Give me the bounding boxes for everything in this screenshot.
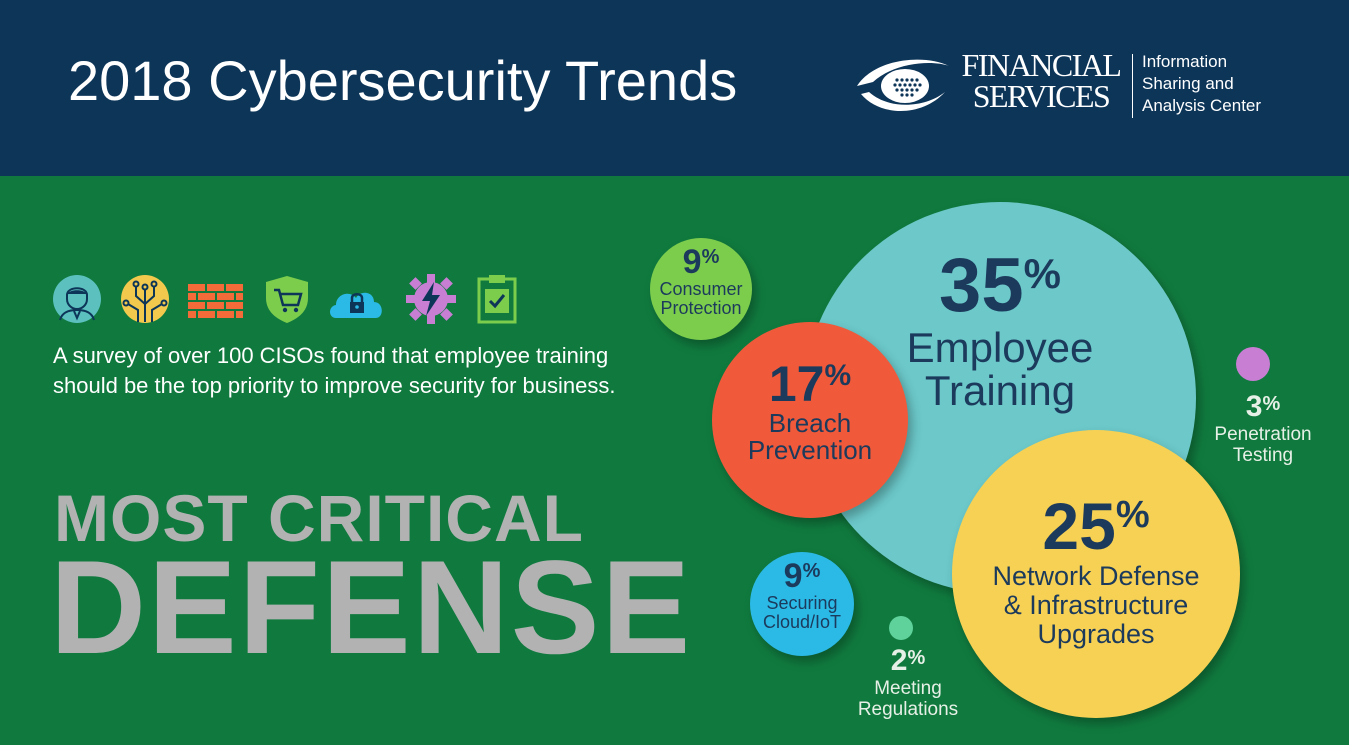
label-employee-training-1: Employee <box>906 324 1094 371</box>
logo-sub-line-3: Analysis Center <box>1142 96 1262 115</box>
label-securing-cloud-1: Securing <box>766 593 838 613</box>
label-breach-prevention-2: Prevention <box>747 435 873 465</box>
intro-text: A survey of over 100 CISOs found that em… <box>53 343 616 398</box>
pct-network-defense: % <box>1115 494 1150 536</box>
penetration-testing-group: 3% Penetration Testing <box>1200 390 1326 466</box>
pct-securing-cloud: % <box>802 560 821 582</box>
label-penetration-testing-1: Penetration <box>1214 424 1312 445</box>
logo-sub-line-2: Sharing and <box>1142 74 1234 93</box>
label-network-defense-2: & Infrastructure <box>1003 590 1189 620</box>
value-penetration-testing: 3 <box>1245 390 1263 423</box>
logo-sub-line-1: Information <box>1142 52 1228 71</box>
headline-line-2: DEFENSE <box>50 534 693 682</box>
clipboard-check-icon <box>477 275 517 324</box>
logo-line-2: SERVICES <box>972 78 1111 114</box>
value-securing-cloud: 9 <box>783 557 803 595</box>
logo-divider <box>1132 54 1133 118</box>
value-network-defense: 25 <box>1042 489 1116 563</box>
label-consumer-protection-2: Protection <box>660 298 742 318</box>
pct-meeting-regulations: % <box>907 647 926 669</box>
label-employee-training-2: Training <box>924 367 1076 414</box>
label-breach-prevention-1: Breach <box>768 408 852 438</box>
circuit-icon <box>121 275 169 323</box>
label-meeting-regulations-1: Meeting <box>874 678 942 699</box>
label-penetration-testing-2: Testing <box>1232 445 1294 466</box>
bubble-breach-prevention: 17% Breach Prevention <box>712 322 908 518</box>
pct-consumer-protection: % <box>701 246 720 268</box>
headline-line-1: MOST CRITICAL <box>54 481 584 555</box>
label-network-defense-1: Network Defense <box>992 561 1200 591</box>
dot-penetration-testing <box>1236 347 1270 381</box>
header-banner <box>0 0 1349 176</box>
person-icon <box>53 275 101 323</box>
value-consumer-protection: 9 <box>682 243 702 281</box>
meeting-regulations-group: 2% Meeting Regulations <box>840 644 976 720</box>
label-meeting-regulations-2: Regulations <box>857 699 959 720</box>
brick-wall-icon <box>188 284 243 318</box>
label-consumer-protection-1: Consumer <box>659 279 743 299</box>
bubble-network-defense: 25% Network Defense & Infrastructure Upg… <box>952 430 1240 718</box>
gear-lightning-icon <box>406 274 456 324</box>
fs-isac-logo: FINANCIAL SERVICES Information Sharing a… <box>855 47 1285 125</box>
shield-cart-icon <box>266 276 308 323</box>
value-meeting-regulations: 2 <box>890 644 908 677</box>
logo-line-1: FINANCIAL <box>961 47 1122 83</box>
label-securing-cloud-2: Cloud/IoT <box>762 612 842 632</box>
pct-breach-prevention: % <box>824 359 852 392</box>
logo-wordmark: FINANCIAL SERVICES <box>951 47 1131 114</box>
value-breach-prevention: 17 <box>768 356 825 412</box>
label-network-defense-3: Upgrades <box>1037 619 1155 649</box>
value-employee-training: 35 <box>939 243 1024 328</box>
dot-meeting-regulations <box>889 616 913 640</box>
bubble-consumer-protection: 9% Consumer Protection <box>650 238 752 340</box>
page-title: 2018 Cybersecurity Trends <box>68 49 738 112</box>
cloud-lock-icon <box>330 292 382 318</box>
eye-logo-icon <box>857 59 949 111</box>
pct-penetration-testing: % <box>1262 393 1281 415</box>
logo-subtitle: Information Sharing and Analysis Center <box>1142 51 1292 117</box>
bubble-securing-cloud: 9% Securing Cloud/IoT <box>750 552 854 656</box>
pct-employee-training: % <box>1023 250 1061 297</box>
